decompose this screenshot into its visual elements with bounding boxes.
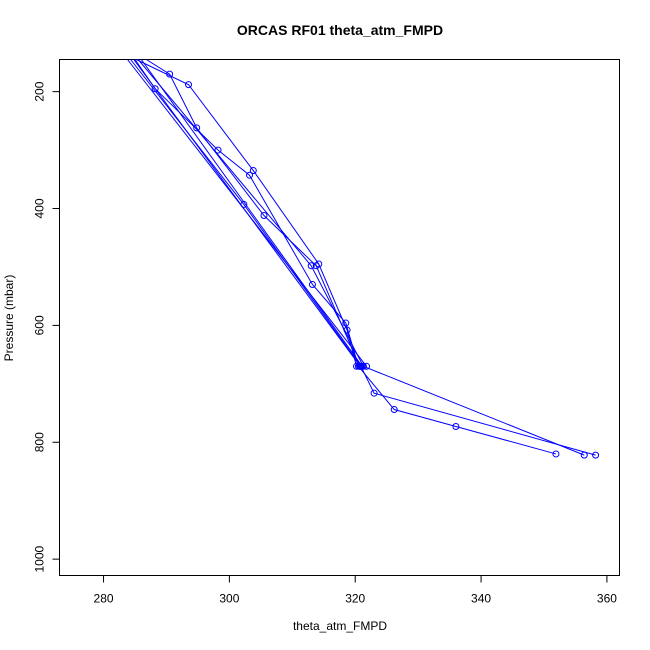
x-axis-title: theta_atm_FMPD [293, 619, 387, 633]
data-point [214, 146, 222, 154]
data-point [151, 85, 159, 93]
data-point [193, 124, 201, 132]
series-4 [130, 59, 600, 459]
data-point [308, 280, 316, 288]
data-point [552, 450, 560, 458]
series-line [140, 59, 363, 367]
data-point [312, 262, 320, 270]
x-tick-label: 360 [597, 592, 617, 606]
y-tick-label: 400 [33, 198, 47, 218]
series-line [146, 59, 361, 367]
chart-title: ORCAS RF01 theta_atm_FMPD [237, 22, 443, 38]
x-tick-label: 320 [345, 592, 365, 606]
series-5 [137, 59, 588, 459]
data-point [342, 319, 350, 327]
y-tick-label: 800 [33, 432, 47, 452]
data-point [452, 422, 460, 430]
series-line [133, 59, 361, 367]
y-axis: 200 400 600 800 1000 [33, 81, 60, 572]
y-axis-title: Pressure (mbar) [2, 275, 16, 362]
data-point [249, 167, 257, 175]
data-point [184, 81, 192, 89]
y-tick-label: 600 [33, 315, 47, 335]
data-point [166, 70, 174, 78]
y-tick-label: 1000 [33, 545, 47, 572]
series-line [134, 59, 557, 455]
x-tick-label: 280 [94, 592, 114, 606]
y-tick-label: 200 [33, 81, 47, 101]
x-tick-label: 340 [471, 592, 491, 606]
series-7 [133, 59, 364, 370]
series-3 [134, 59, 560, 458]
data-point [592, 451, 600, 459]
x-tick-label: 300 [219, 592, 239, 606]
series-line [137, 59, 585, 456]
plot-frame [59, 59, 620, 576]
data-point [580, 451, 588, 459]
series-line [130, 59, 596, 456]
data-point [307, 262, 315, 270]
x-axis: 280 300 320 340 360 [94, 575, 617, 606]
series-line [136, 59, 357, 367]
data-point [246, 171, 254, 179]
data-point [390, 406, 398, 414]
series-layer [127, 59, 600, 459]
data-point [260, 212, 268, 220]
data-point [370, 389, 378, 397]
series-8 [140, 59, 366, 370]
series-2 [146, 59, 364, 370]
data-point [358, 362, 366, 370]
